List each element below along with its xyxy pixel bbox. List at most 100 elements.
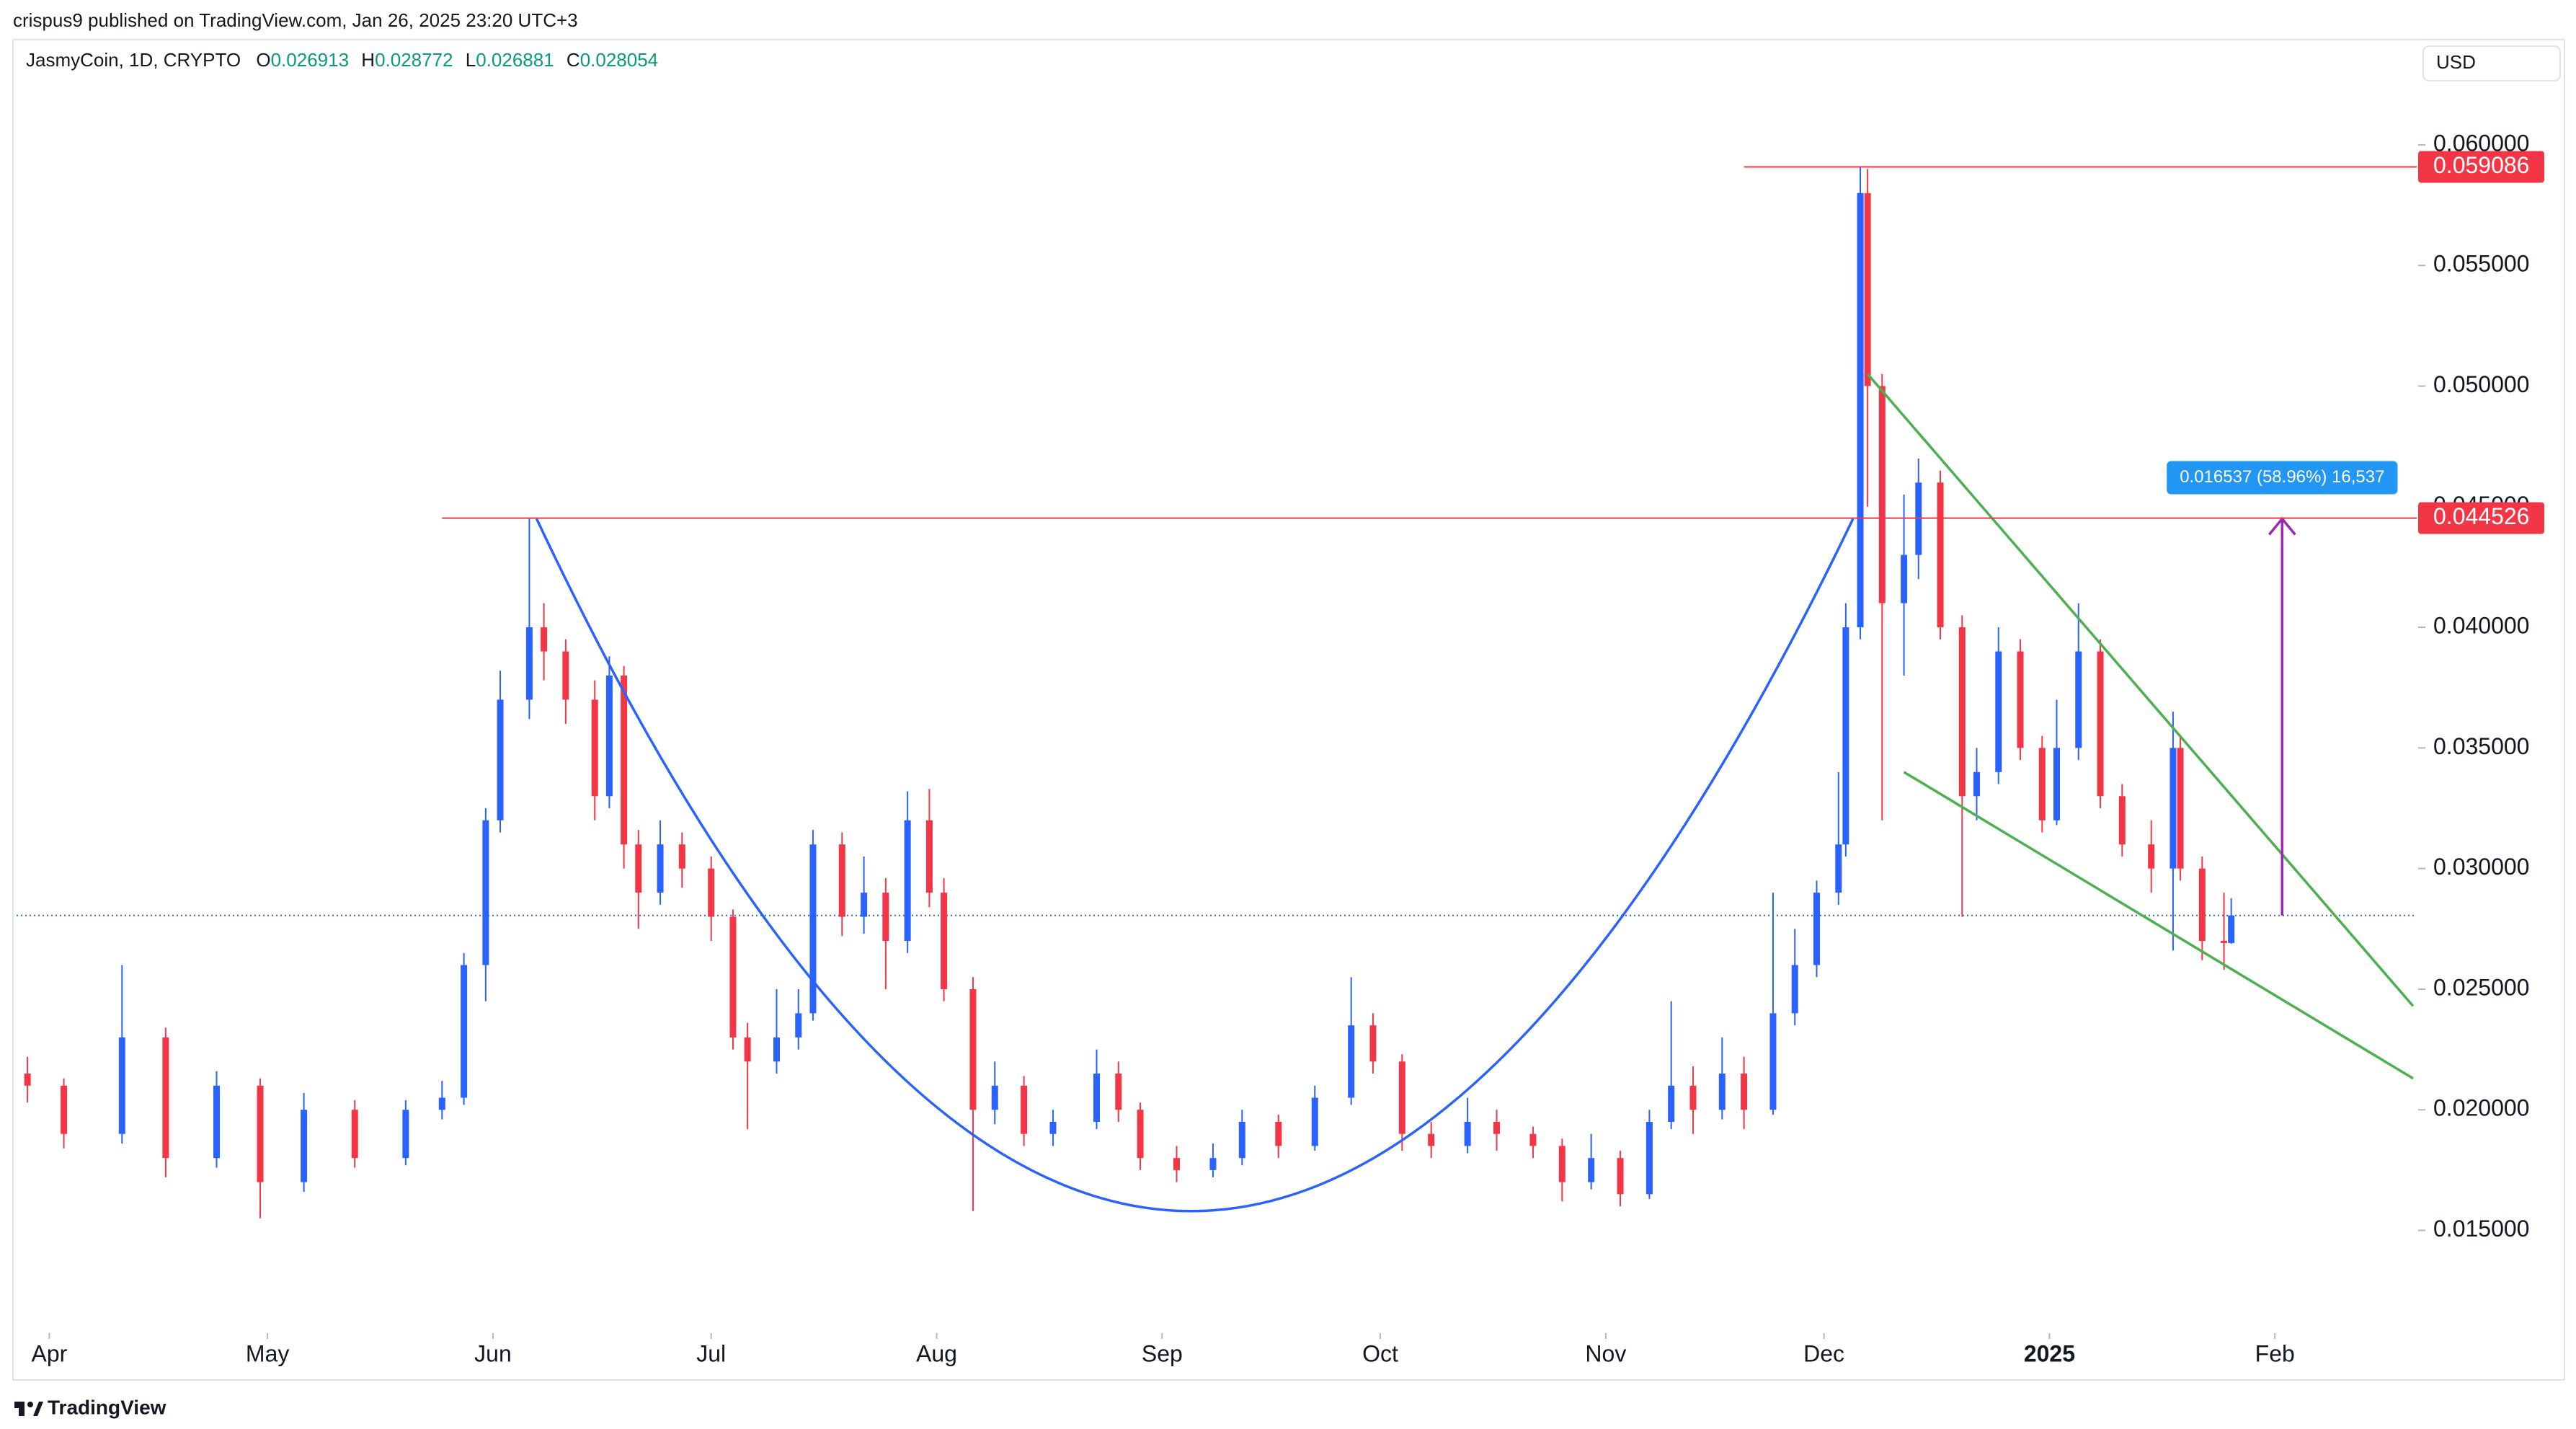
candle-body xyxy=(2221,941,2228,943)
x-tick-label: Sep xyxy=(1142,1340,1183,1366)
candle-body xyxy=(605,675,613,797)
candle-body xyxy=(1275,1121,1282,1146)
candle-body xyxy=(1428,1133,1435,1146)
candle-body xyxy=(1718,1074,1726,1110)
chart-title: JasmyCoin, 1D, CRYPTO xyxy=(26,49,241,71)
currency-button[interactable] xyxy=(2422,45,2561,81)
cup-curve xyxy=(535,518,1855,1213)
y-tick-label: 0.030000 xyxy=(2433,854,2529,880)
candle-body xyxy=(1115,1074,1122,1110)
price-label-box xyxy=(2418,502,2544,534)
candle-body xyxy=(24,1074,31,1086)
candle-body xyxy=(351,1110,358,1159)
candle-body xyxy=(1769,1013,1777,1110)
currency[interactable]: USD xyxy=(2436,51,2476,73)
candle-body xyxy=(482,820,489,965)
candle-body xyxy=(1398,1061,1405,1134)
candle-body xyxy=(2198,868,2206,942)
candle-body xyxy=(1311,1097,1318,1146)
candle-body xyxy=(904,820,911,942)
candle-body xyxy=(1973,771,1980,797)
y-tick-label: 0.015000 xyxy=(2433,1216,2529,1242)
publisher: crispus9 published on TradingView.com, J… xyxy=(13,9,578,31)
candle-body xyxy=(1864,193,1871,386)
candle-body xyxy=(301,1110,308,1182)
candle-body xyxy=(1878,386,1886,603)
y-tick-label: 0.020000 xyxy=(2433,1095,2529,1121)
candle-body xyxy=(257,1085,264,1182)
candle-body xyxy=(657,844,664,893)
candle-body xyxy=(1369,1025,1377,1062)
candle-body xyxy=(2118,796,2126,845)
candle-body xyxy=(744,1037,751,1062)
candle-body xyxy=(591,699,598,797)
candle-body xyxy=(1901,554,1908,603)
candle-body xyxy=(2148,844,2155,869)
x-tick-label: Feb xyxy=(2255,1340,2295,1366)
candle-body xyxy=(1093,1074,1100,1122)
candle-body xyxy=(541,627,548,652)
symbol-line: JasmyCoin, 1D, CRYPTO O0.026913 H0.02877… xyxy=(26,49,658,71)
candle-body xyxy=(461,965,468,1098)
measure-label-box xyxy=(2167,461,2398,495)
candle-body xyxy=(621,675,628,845)
candle-body xyxy=(1689,1085,1697,1110)
candle-body xyxy=(838,844,845,917)
candle-body xyxy=(1668,1085,1675,1122)
candle-body xyxy=(1464,1121,1471,1146)
candle-body xyxy=(925,820,933,893)
candle-body xyxy=(729,916,737,1038)
x-tick-label: Nov xyxy=(1585,1340,1626,1366)
y-tick-label: 0.050000 xyxy=(2433,371,2529,397)
candle-body xyxy=(1049,1121,1057,1134)
candle-body xyxy=(562,651,569,700)
candle-body xyxy=(708,868,715,917)
ohlc-value: 0.028054 xyxy=(580,49,658,71)
candle-body xyxy=(1813,893,1820,965)
candle-body xyxy=(2169,748,2177,869)
ohlc-label: H xyxy=(361,49,375,71)
candle-body xyxy=(882,893,889,942)
candle-body xyxy=(1529,1133,1537,1146)
candle-body xyxy=(1021,1085,1028,1134)
candle-body xyxy=(809,844,817,1014)
candle-body xyxy=(497,699,504,820)
y-tick-label: 0.025000 xyxy=(2433,974,2529,1000)
trend-line xyxy=(1903,771,2414,1080)
candle-body xyxy=(1588,1158,1595,1182)
candle-body xyxy=(525,627,533,700)
candle-body xyxy=(1842,627,1849,845)
trend-line xyxy=(1866,373,2415,1007)
candle-body xyxy=(1958,627,1966,797)
x-tick-label: Aug xyxy=(916,1340,957,1366)
candle-body xyxy=(1791,965,1798,1014)
candle-body xyxy=(2177,748,2184,869)
candle-body xyxy=(1617,1158,1624,1195)
candle-body xyxy=(1835,844,1842,893)
candle-body xyxy=(1741,1074,1748,1110)
candle-body xyxy=(2097,651,2104,797)
ohlc-label: C xyxy=(567,49,580,71)
x-tick-label: Jun xyxy=(474,1340,512,1366)
candle-body xyxy=(213,1085,220,1159)
candle-body xyxy=(1209,1158,1217,1170)
candle-body xyxy=(2228,915,2235,943)
candle-body xyxy=(941,893,948,989)
ohlc-value: 0.026913 xyxy=(271,49,349,71)
footer-brand: TradingView xyxy=(48,1396,166,1418)
candle-body xyxy=(1348,1025,1355,1098)
ohlc-value: 0.028772 xyxy=(375,49,453,71)
measure-label: 0.016537 (58.96%) 16,537 xyxy=(2180,467,2384,487)
candle-body xyxy=(1493,1121,1500,1134)
price-label-box xyxy=(2418,151,2544,183)
chart-frame xyxy=(12,39,2565,1381)
ohlc-label: O xyxy=(256,49,270,71)
candle-body xyxy=(2038,748,2046,820)
candle-body xyxy=(969,988,977,1110)
ohlc-label: L xyxy=(466,49,476,71)
candle-body xyxy=(861,893,868,917)
candle-body xyxy=(1937,482,1944,628)
x-tick-label: Apr xyxy=(32,1340,68,1366)
